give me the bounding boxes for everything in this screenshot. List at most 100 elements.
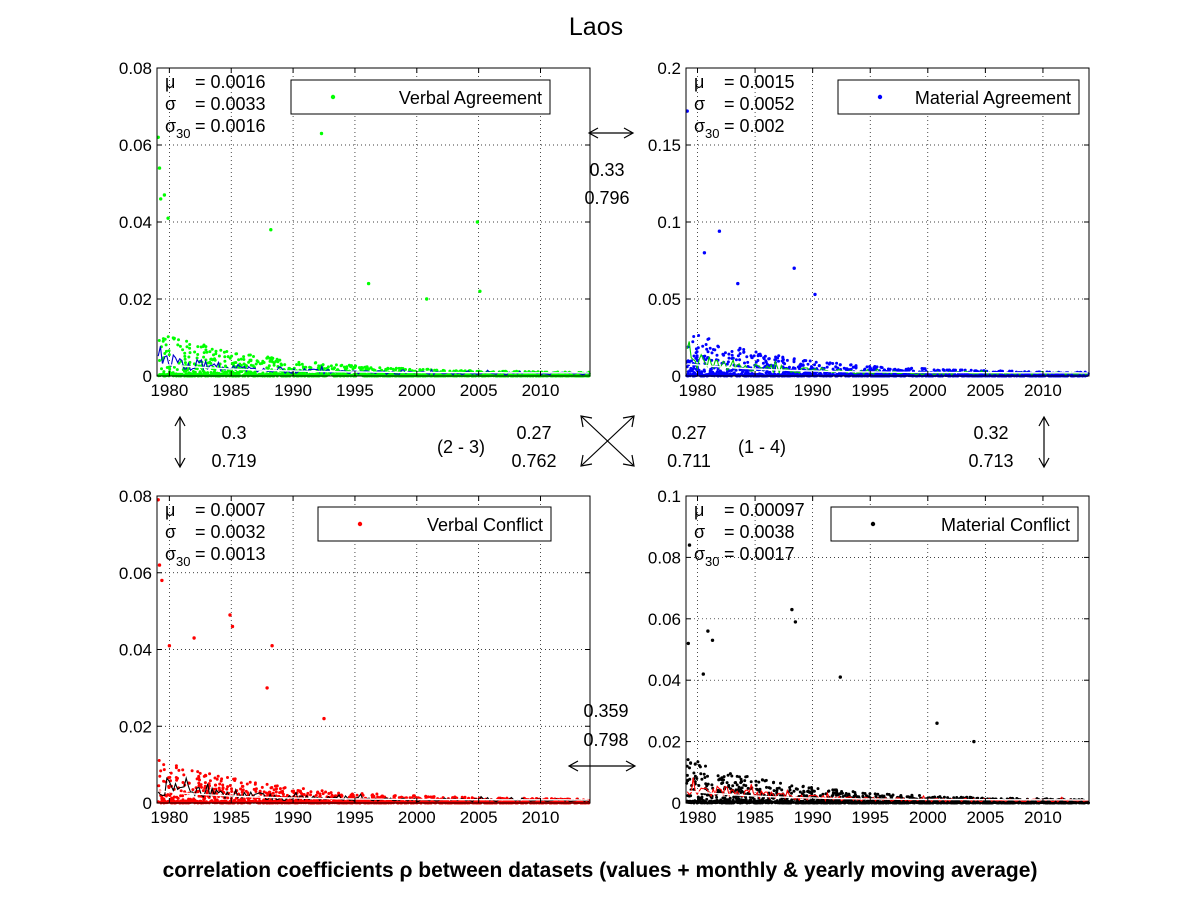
data-point: [743, 361, 746, 365]
y-tick-label: 0.06: [119, 136, 152, 155]
data-point: [273, 784, 277, 788]
x-tick-label: 2005: [460, 381, 498, 400]
data-point: [297, 363, 301, 367]
data-point: [808, 359, 812, 363]
data-point: [738, 346, 742, 350]
data-point: [777, 359, 780, 363]
data-point: [879, 365, 883, 369]
data-point: [849, 363, 853, 367]
stat-symbol: σ: [165, 94, 176, 114]
data-point: [184, 369, 188, 373]
data-point: [705, 347, 709, 351]
data-point: [801, 372, 805, 376]
data-point: [175, 368, 179, 372]
data-point: [378, 366, 382, 370]
data-point: [241, 784, 245, 788]
data-point: [281, 792, 285, 796]
y-tick-label: 0.1: [657, 213, 681, 232]
data-point: [819, 372, 823, 376]
data-point: [695, 350, 699, 354]
data-point-notable: [162, 193, 167, 197]
data-point: [301, 787, 305, 791]
data-point: [806, 362, 810, 366]
data-point: [191, 788, 195, 792]
data-point-notable: [319, 131, 324, 136]
data-point: [745, 355, 749, 359]
data-point: [688, 369, 692, 373]
data-point: [909, 367, 913, 371]
data-point: [272, 363, 276, 367]
data-point: [168, 794, 172, 797]
data-point-notable: [475, 220, 480, 224]
data-point: [247, 360, 251, 364]
data-point: [727, 352, 731, 356]
data-point: [167, 353, 171, 357]
data-point: [188, 351, 192, 355]
data-point: [774, 358, 778, 362]
data-point: [697, 334, 701, 337]
data-point: [463, 795, 467, 799]
legend: Verbal Agreement: [290, 79, 551, 115]
data-point: [237, 372, 241, 376]
data-point: [708, 346, 712, 350]
panel-verbal-agreement: 1980 1985 1990 1995 2000 2005 201000.020.040.0…: [119, 59, 591, 400]
data-point: [204, 348, 208, 352]
data-point: [180, 372, 184, 376]
data-point: [814, 372, 818, 376]
data-point: [183, 354, 187, 358]
data-point: [267, 364, 271, 368]
data-point: [166, 335, 170, 339]
data-point: [216, 774, 220, 778]
x-tick-label: 1990: [274, 381, 312, 400]
data-point: [233, 777, 237, 781]
data-point: [813, 363, 816, 367]
data-point: [176, 776, 179, 780]
data-point: [163, 352, 167, 355]
data-point: [757, 353, 761, 357]
data-point: [165, 372, 169, 376]
data-point: [175, 795, 179, 799]
data-point: [309, 793, 312, 797]
data-point: [290, 789, 294, 793]
data-point: [266, 355, 270, 359]
data-point: [271, 791, 275, 795]
y-tick-label: 0: [143, 367, 152, 386]
data-point: [202, 351, 206, 355]
data-point: [689, 366, 693, 370]
data-point: [814, 360, 818, 364]
stat-value: = 0.002: [724, 116, 785, 136]
x-tick-label: 1990: [794, 381, 832, 400]
data-point: [157, 784, 161, 788]
data-point-notable: [736, 281, 740, 286]
y-tick-label: 0.02: [119, 290, 152, 309]
data-point: [710, 351, 714, 355]
data-point: [418, 368, 422, 372]
data-point: [213, 358, 217, 362]
data-point: [433, 368, 437, 372]
data-point: [221, 787, 225, 791]
data-point: [196, 770, 200, 774]
data-point: [287, 366, 291, 370]
data-point: [213, 368, 217, 372]
data-point: [785, 358, 789, 362]
data-point: [243, 363, 247, 367]
data-point: [969, 368, 973, 372]
data-point: [351, 367, 355, 371]
data-point: [232, 361, 236, 365]
data-point: [781, 355, 785, 359]
data-point: [161, 337, 165, 341]
data-point: [767, 371, 771, 375]
x-tick-label: 1980: [679, 381, 717, 400]
data-point: [342, 365, 346, 369]
data-point: [265, 366, 269, 370]
data-point: [217, 786, 221, 790]
data-point: [212, 353, 215, 357]
data-point: [245, 782, 249, 786]
data-point: [317, 364, 321, 368]
data-point: [176, 343, 180, 347]
data-point: [314, 793, 318, 797]
data-point: [782, 361, 785, 365]
data-point: [251, 364, 255, 368]
data-point: [181, 348, 185, 352]
